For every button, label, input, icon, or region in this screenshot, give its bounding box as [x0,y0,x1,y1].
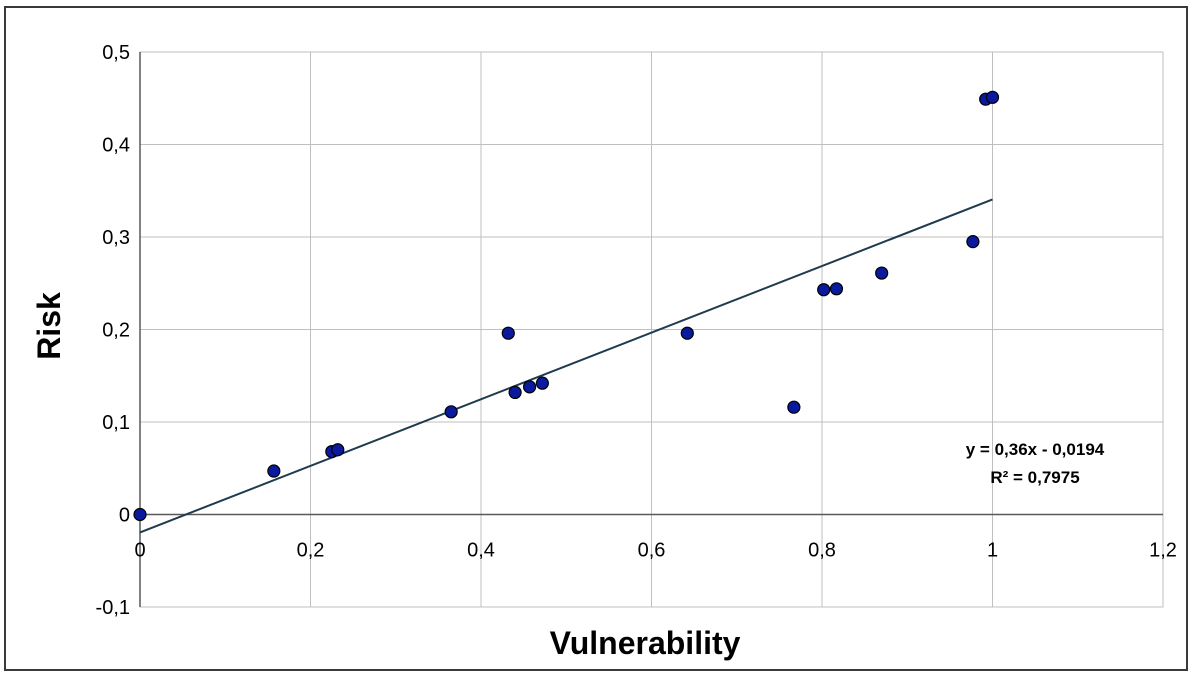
x-tick-label: 0,4 [467,540,495,562]
x-tick-label: 1 [987,540,998,562]
data-point [133,507,147,522]
data-point [444,405,458,419]
chart-frame [4,6,1188,671]
data-point [985,90,1000,104]
data-point [331,443,345,457]
trendline-group [139,198,993,534]
data-points [133,90,1000,522]
data-point [267,464,281,478]
data-point [535,376,549,390]
trendline-r-squared: R² = 0,7975 [990,468,1079,487]
data-point [875,266,889,280]
x-tick-label: 0,6 [638,540,666,562]
x-tick-label: 1,2 [1149,540,1177,562]
data-point [522,380,537,394]
x-tick-label: 0 [134,540,145,562]
y-tick-label: 0,4 [102,135,130,157]
data-point [817,283,831,297]
x-axis-title: Vulnerability [550,625,741,661]
data-point [680,326,694,340]
tick-labels: -0,1 0 0,1 0,2 0,3 0,4 0,5 0 0,2 0,4 0,6 0,8 1 1,2 [96,42,1177,619]
data-point [508,385,522,399]
y-tick-label: 0,2 [102,320,130,342]
data-point [966,235,980,249]
trendline [139,198,993,534]
data-point [501,326,515,340]
y-tick-label: 0,1 [102,412,130,434]
y-axis-title: Risk [31,292,67,360]
x-tick-label: 0,2 [297,540,325,562]
y-tick-label: 0,5 [102,42,130,64]
data-point [787,400,801,414]
data-point [829,282,844,296]
trendline-equation: y = 0,36x - 0,0194 [966,440,1105,459]
y-tick-label: 0,3 [102,227,130,249]
x-tick-label: 0,8 [808,540,836,562]
y-tick-label: -0,1 [96,597,130,619]
y-tick-label: 0 [119,505,130,527]
grid [139,51,1164,608]
